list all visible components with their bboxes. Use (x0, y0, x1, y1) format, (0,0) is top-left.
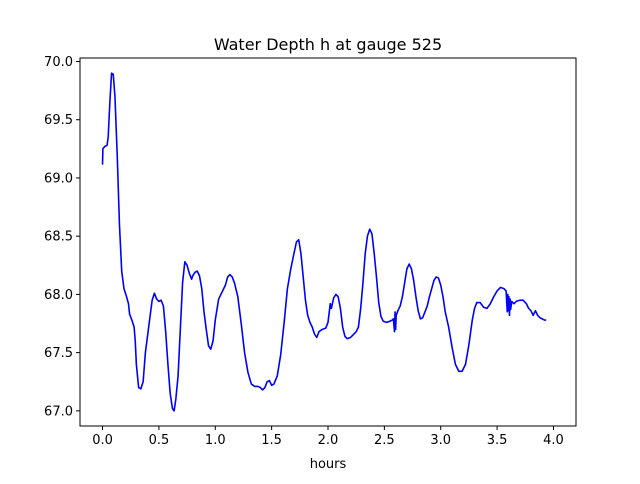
y-tick-label: 67.0 (44, 404, 73, 419)
x-tick-label: 1.5 (261, 433, 282, 448)
plot-area (80, 58, 576, 426)
y-tick-label: 69.5 (44, 113, 73, 128)
chart-title: Water Depth h at gauge 525 (214, 35, 442, 54)
y-axis: 67.0 67.5 68.0 68.5 69.0 69.5 70.0 (44, 55, 80, 419)
series-layer (101, 72, 547, 412)
x-axis: 0.0 0.5 1.0 1.5 2.0 2.5 3.0 3.5 4.0 (92, 426, 564, 448)
x-tick-label: 2.5 (374, 433, 395, 448)
y-tick-label: 69.0 (44, 171, 73, 186)
y-tick-label: 67.5 (44, 346, 73, 361)
y-tick-label: 68.5 (44, 230, 73, 245)
y-tick-label: 68.0 (44, 288, 73, 303)
x-tick-label: 4.0 (543, 433, 564, 448)
x-tick-label: 3.0 (430, 433, 451, 448)
x-tick-label: 0.0 (92, 433, 113, 448)
x-tick-label: 1.0 (205, 433, 226, 448)
x-tick-label: 0.5 (149, 433, 170, 448)
x-axis-label: hours (310, 457, 347, 472)
x-tick-label: 2.0 (318, 433, 339, 448)
x-tick-label: 3.5 (487, 433, 508, 448)
series-line (101, 72, 547, 412)
y-tick-label: 70.0 (44, 55, 73, 70)
